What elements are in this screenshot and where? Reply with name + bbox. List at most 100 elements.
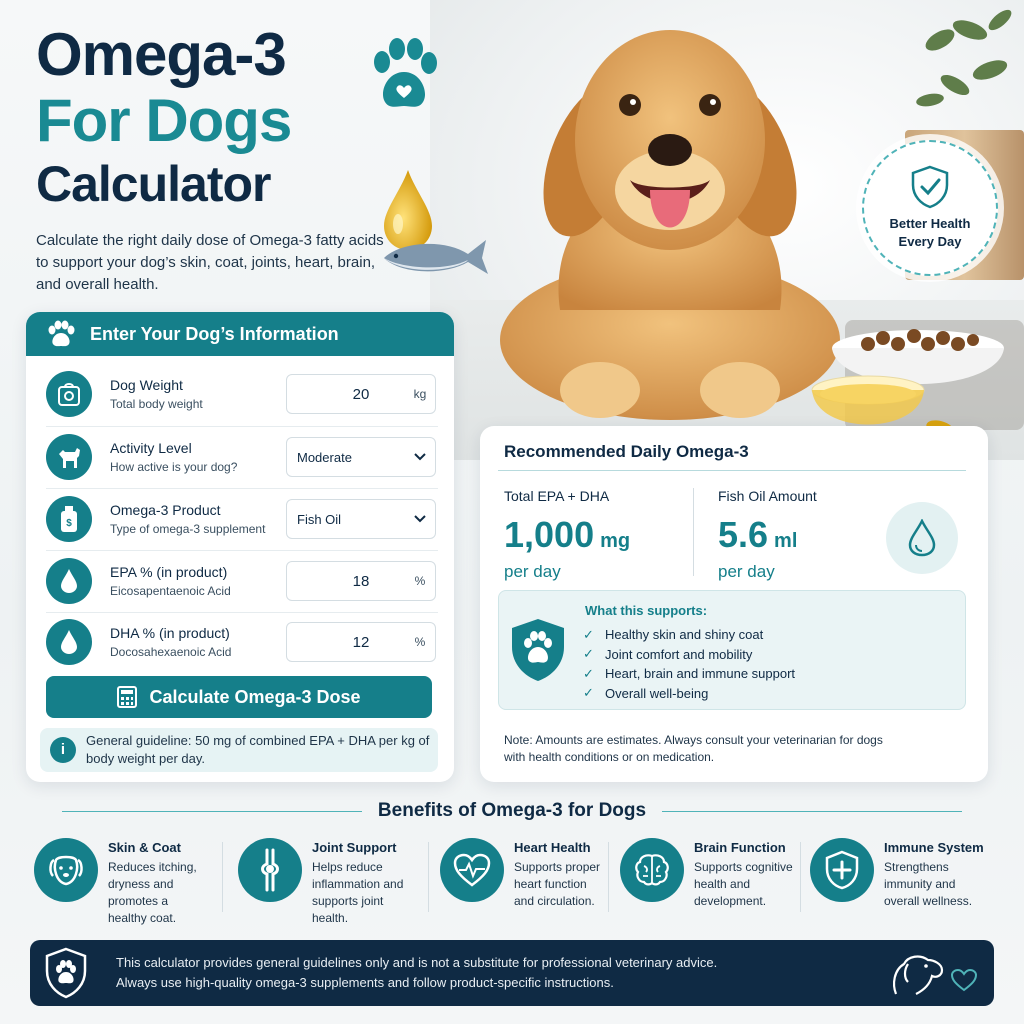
epa-sub: Eicosapentaenoic Acid [110,584,231,598]
epa-input[interactable]: 18 % [286,561,436,601]
benefit-brain-function: Brain Function Supports cognitive health … [620,838,793,910]
dog-info-form: Enter Your Dog’s Information Dog Weight … [26,312,454,782]
oil-label: Fish Oil Amount [718,488,817,504]
product-select[interactable]: Fish Oil [286,499,436,539]
activity-select[interactable]: Moderate [286,437,436,477]
product-value: Fish Oil [297,511,342,527]
dha-unit: % [414,635,426,649]
svg-text:$: $ [66,518,72,529]
page-title: Omega-3 For Dogs Calculator [36,21,292,214]
page-subtitle: Calculate the right daily dose of Omega-… [36,232,384,293]
title-line-3: Calculator [36,156,272,212]
benefits-heading: Benefits of Omega-3 for Dogs [0,796,1024,826]
benefit-separator [428,842,429,912]
benefit-skin-coat: Skin & Coat Reduces itching, dryness and p… [34,838,197,927]
check-icon: ✓ [583,646,594,662]
form-header-title: Enter Your Dog’s Information [90,323,339,344]
divider [46,426,438,427]
list-item: ✓ Joint comfort and mobility [583,646,753,662]
divider [46,488,438,489]
total-unit: mg [600,530,631,552]
oil-value: 5.6 [718,514,769,555]
supports-box: What this supports: ✓ Healthy skin and sh… [498,590,966,710]
shield-check-icon [911,165,949,209]
divider [46,612,438,613]
drop-outline-icon [886,502,958,574]
weight-unit: kg [413,387,427,401]
badge-line-1: Better Health [889,216,971,231]
oil-bowl-icon [811,375,925,425]
benefit-title: Skin & Coat [108,840,181,855]
weight-sub: Total body weight [110,397,203,411]
result-title: Recommended Daily Omega-3 [504,442,749,461]
list-item: ✓ Healthy skin and shiny coat [583,626,764,643]
shield-paw-icon [512,619,564,681]
benefit-joint-support: Joint Support Helps reduce inflammation a… [238,838,403,927]
heading-rule [662,810,963,812]
epa-label: EPA % (in product) [110,564,228,580]
result-note: Note: Amounts are estimates. Always cons… [504,733,883,764]
badge-line-2: Every Day [898,234,962,249]
benefit-separator [608,842,609,912]
form-header: Enter Your Dog’s Information [26,312,454,356]
heart-outline-icon [950,968,978,992]
benefit-title: Brain Function [694,840,786,855]
oil-per-day: per day [718,562,775,581]
product-sub: Type of omega-3 supplement [110,522,266,536]
heading-rule [61,810,362,812]
activity-sub: How active is your dog? [110,460,238,474]
guideline-box: i General guideline: 50 mg of combined E… [40,728,438,772]
dog-face-icon [34,838,98,902]
field-row-epa: EPA % (in product) Eicosapentaenoic Acid… [46,553,438,609]
drop-icon [46,619,92,665]
calculate-button[interactable]: Calculate Omega-3 Dose [46,676,432,718]
benefit-title: Heart Health [514,840,591,855]
calculator-icon [117,686,138,708]
disclaimer-line-2: Always use high-quality omega-3 suppleme… [116,975,614,990]
total-epa-dha: Total EPA + DHA 1,000 mg per day [504,488,630,582]
weight-label: Dog Weight [110,377,183,393]
dog-icon [46,434,92,480]
chevron-down-icon [405,453,435,461]
shield-paw-icon [45,947,87,999]
oil-drop-icon [384,170,432,250]
guideline-text: General guideline: 50 mg of combined EPA… [86,733,430,766]
check-icon: ✓ [583,665,594,681]
drop-icon [46,558,92,604]
kibble-bowl-icon [832,329,1004,384]
activity-value: Moderate [297,449,352,465]
paw-icon [48,320,75,347]
benefit-desc: Helps reduce inflammation and supports joi… [312,860,404,925]
heart-pulse-icon [440,838,504,902]
disclaimer-footer: This calculator provides general guideli… [30,940,994,1006]
joint-icon [238,838,302,902]
result-card: Recommended Daily Omega-3 Total EPA + DH… [480,426,988,782]
benefit-immune-system: Immune System Strengthens immunity and ove… [810,838,984,910]
total-value: 1,000 [504,514,595,555]
total-per-day: per day [504,562,561,581]
benefit-desc: Supports proper heart function and circula… [514,860,601,908]
paw-heart-icon [374,38,437,107]
scale-icon [46,371,92,417]
supports-heading: What this supports: [585,603,708,618]
better-health-badge: Better Health Every Day [862,140,998,276]
field-row-activity: Activity Level How active is your dog? M… [46,429,438,485]
epa-value: 18 [352,572,370,590]
disclaimer-line-1: This calculator provides general guideli… [116,955,718,970]
benefit-title: Joint Support [312,840,397,855]
benefit-separator [800,842,801,912]
brain-icon [620,838,684,902]
result-divider [498,470,966,471]
plant-icon [916,9,1012,107]
benefit-desc: Supports cognitive health and development. [694,860,793,908]
title-line-1: Omega-3 [36,21,287,88]
bottle-icon: $ [46,496,92,542]
activity-label: Activity Level [110,440,192,456]
dha-input[interactable]: 12 % [286,622,436,662]
weight-value: 20 [352,385,370,403]
fish-oil-amount: Fish Oil Amount 5.6 ml per day [718,488,817,582]
benefit-desc: Reduces itching, dryness and promotes a hea… [108,860,197,925]
calculate-button-label: Calculate Omega-3 Dose [149,686,361,707]
benefit-separator [222,842,223,912]
weight-input[interactable]: 20 kg [286,374,436,414]
